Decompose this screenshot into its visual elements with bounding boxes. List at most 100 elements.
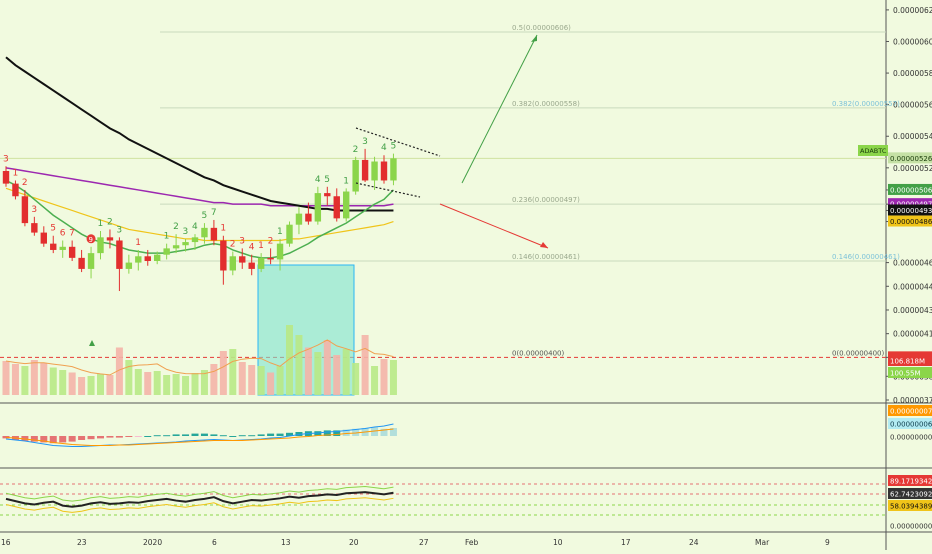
macd-histogram-bar xyxy=(182,434,190,436)
volume-label-bg xyxy=(888,367,932,378)
macd-histogram-bar xyxy=(323,430,331,436)
x-tick-label: 10 xyxy=(553,538,563,547)
rsi-label-bg xyxy=(888,500,932,511)
rsi-lower-band xyxy=(5,497,394,513)
macd-histogram-bar xyxy=(333,430,341,436)
td-count-label: 5 xyxy=(201,211,207,221)
volume-bar xyxy=(30,360,38,395)
td-nine-label: 9 xyxy=(89,236,93,244)
flag-lower-trendline xyxy=(355,182,421,198)
candle-body xyxy=(229,256,236,271)
macd-histogram-bar xyxy=(389,428,397,436)
macd-histogram-bar xyxy=(59,436,67,443)
td-count-label: 1 xyxy=(98,219,104,229)
macd-axis-label: 0.00000006 xyxy=(890,421,932,429)
volume-bar xyxy=(2,361,10,395)
volume-bar xyxy=(40,363,48,395)
y-tick-label: 0.00000445 xyxy=(893,282,932,291)
macd-histogram-bar xyxy=(342,429,350,436)
candle-body xyxy=(324,193,331,197)
x-tick-label: 2020 xyxy=(143,538,162,547)
volume-bar xyxy=(257,366,265,395)
candle-body xyxy=(31,223,38,233)
macd-histogram-bar xyxy=(49,436,57,444)
volume-bar xyxy=(115,347,123,395)
candle-body xyxy=(97,237,104,254)
candle-body xyxy=(201,227,208,238)
td-count-label: 2 xyxy=(353,145,359,155)
volume-bar xyxy=(371,366,379,395)
rsi-label-bg xyxy=(888,475,932,486)
td-count-label: 4 xyxy=(192,222,198,232)
volume-bar xyxy=(361,335,369,395)
volume-bar xyxy=(219,351,227,395)
bullish-projection-arrow xyxy=(461,34,538,184)
volume-bar xyxy=(134,369,142,395)
symbol-tag-bg xyxy=(858,145,888,156)
macd-histogram-bar xyxy=(210,434,218,436)
candle-body xyxy=(144,256,151,262)
volume-bar xyxy=(78,377,86,395)
candle-body xyxy=(87,253,95,269)
macd-histogram-bar xyxy=(134,436,142,437)
volume-bar xyxy=(97,374,104,395)
macd-histogram-bar xyxy=(248,435,256,437)
macd-histogram-bar xyxy=(153,435,161,437)
macd-histogram-bar xyxy=(40,436,48,443)
td-count-label: 5 xyxy=(390,142,396,152)
macd-histogram-bar xyxy=(125,436,133,437)
volume-bar xyxy=(191,373,199,395)
td-count-label: 1 xyxy=(343,176,349,186)
candle-body xyxy=(352,159,359,192)
volume-axis-label: 100.55M xyxy=(890,370,921,378)
volume-axis-label: 106.818M xyxy=(890,358,925,366)
x-tick-label: 16 xyxy=(1,538,11,547)
volume-bar xyxy=(172,374,180,395)
candle-body xyxy=(40,232,47,244)
price-label-bg xyxy=(888,198,932,210)
candle-body xyxy=(172,245,180,249)
candle-body xyxy=(371,161,378,181)
fib-level-label-right: 0(0.00000400) xyxy=(832,349,884,357)
volume-bar xyxy=(59,370,67,395)
candle-body xyxy=(135,256,142,263)
td-count-label: 7 xyxy=(211,208,217,218)
rsi-upper-band xyxy=(5,486,394,502)
volume-bar xyxy=(49,367,57,395)
macd-histogram-bar xyxy=(106,436,114,438)
price-axis-label: 0.00000486 xyxy=(890,218,932,226)
td-count-label: 5 xyxy=(324,175,330,185)
macd-line xyxy=(5,423,394,447)
fib-level-label: 0.236(0.00000497) xyxy=(512,196,580,204)
bearish-arrowhead xyxy=(540,242,548,248)
macd-histogram-bar xyxy=(97,436,104,439)
td-count-label: 2 xyxy=(22,178,28,188)
fib-level-label-right: 0.146(0.00000461) xyxy=(832,253,900,261)
price-axis-label: 0.00000493 xyxy=(890,207,932,215)
price-axis-label: 0.00000526 xyxy=(890,155,932,163)
candle-body xyxy=(116,240,123,269)
volume-bar xyxy=(389,360,397,395)
rsi-axis-label: 0.00000000 xyxy=(890,523,932,531)
rsi-axis-label: 58.03943898 xyxy=(890,503,932,511)
candle-body xyxy=(154,254,161,262)
candle-body xyxy=(361,159,369,181)
fib-level-label-right: 0.382(0.00000557) xyxy=(832,100,900,108)
td-count-label: 3 xyxy=(183,227,189,237)
x-tick-label: 13 xyxy=(281,538,291,547)
candle-body xyxy=(191,237,199,243)
x-tick-label: 23 xyxy=(77,538,87,547)
td-count-label: 1 xyxy=(135,238,141,248)
volume-bar xyxy=(182,376,190,395)
x-tick-label: 20 xyxy=(349,538,359,547)
candle-body xyxy=(210,227,218,241)
macd-histogram-bar xyxy=(229,436,237,437)
volume-bar xyxy=(68,372,76,395)
fib-level-label: 0(0.00000400) xyxy=(512,349,564,357)
